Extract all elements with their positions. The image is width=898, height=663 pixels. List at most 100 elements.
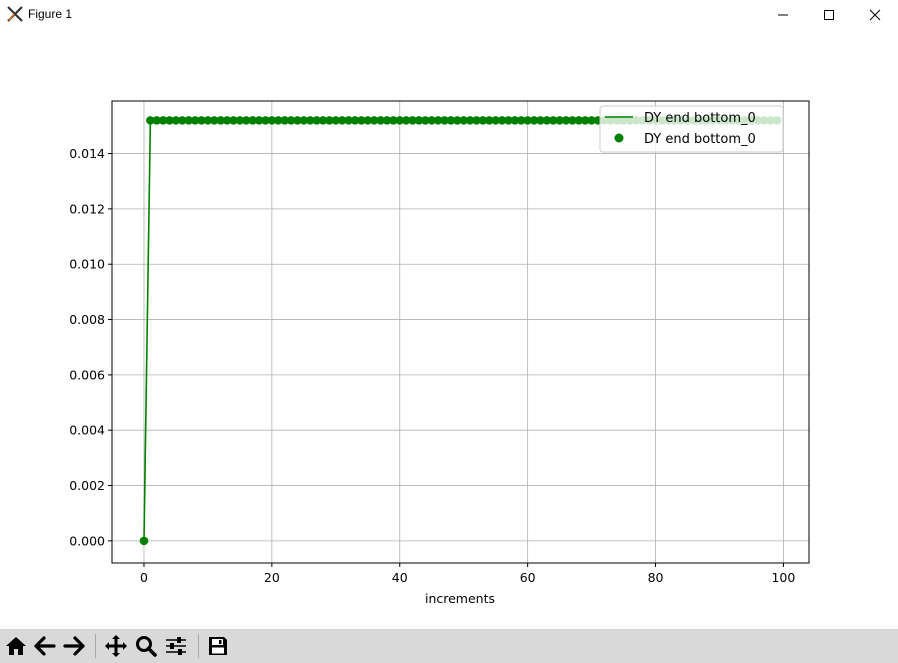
- forward-button[interactable]: [61, 632, 87, 660]
- data-point: [395, 116, 405, 125]
- data-point: [286, 116, 296, 125]
- legend-marker-swatch: [614, 133, 624, 143]
- configure-subplots-button[interactable]: [163, 632, 189, 660]
- toolbar-separator: [198, 634, 199, 658]
- tick-marks: [108, 153, 784, 567]
- data-point: [472, 116, 481, 125]
- data-point: [248, 116, 257, 125]
- data-point: [414, 116, 424, 125]
- data-point: [369, 116, 379, 125]
- y-tick-label: 0.000: [69, 533, 105, 548]
- x-tick-label: 0: [140, 570, 148, 585]
- data-point: [331, 116, 341, 125]
- data-point: [293, 116, 302, 125]
- floppy-disk-icon: [209, 637, 227, 655]
- data-point: [178, 116, 187, 125]
- data-point: [229, 116, 238, 125]
- maximize-button[interactable]: [806, 0, 852, 30]
- pan-button[interactable]: [103, 632, 129, 660]
- title-bar: Figure 1: [0, 0, 898, 30]
- legend-label-markers: DY end bottom_0: [644, 132, 756, 147]
- data-point: [408, 116, 417, 125]
- data-point: [529, 116, 539, 125]
- data-point: [312, 116, 321, 125]
- data-point: [171, 116, 181, 125]
- data-point: [203, 116, 213, 125]
- y-tick-label: 0.012: [69, 201, 105, 216]
- figure-canvas[interactable]: increments DY end bottom_0 DY end bottom…: [0, 30, 898, 629]
- data-point: [561, 116, 571, 125]
- x-tick-label: 20: [264, 570, 280, 585]
- home-button[interactable]: [3, 632, 29, 660]
- close-icon: [869, 9, 881, 21]
- data-point: [273, 116, 283, 125]
- data-point: [299, 116, 309, 125]
- data-point: [453, 116, 462, 125]
- arrow-right-icon: [63, 636, 85, 656]
- data-point: [158, 116, 168, 125]
- data-point: [427, 116, 437, 125]
- legend-box: [599, 105, 784, 153]
- y-tick-label: 0.014: [69, 146, 105, 161]
- data-point: [465, 116, 475, 125]
- data-point: [261, 116, 270, 125]
- data-point: [440, 116, 449, 125]
- data-point: [376, 116, 385, 125]
- move-icon: [105, 635, 127, 657]
- data-point: [350, 116, 360, 125]
- x-axis-label: increments: [425, 591, 495, 606]
- data-point: [504, 116, 513, 125]
- arrow-left-icon: [34, 636, 56, 656]
- data-point: [280, 116, 289, 125]
- data-point: [433, 116, 443, 125]
- data-point: [216, 116, 226, 125]
- zoom-button[interactable]: [133, 632, 159, 660]
- data-point: [516, 116, 526, 125]
- data-point: [497, 116, 507, 125]
- y-tick-label: 0.008: [69, 312, 105, 327]
- legend-label-line: DY end bottom_0: [644, 111, 756, 126]
- data-point: [523, 116, 532, 125]
- data-point: [165, 116, 174, 125]
- data-point: [235, 116, 245, 125]
- data-point: [580, 116, 590, 125]
- sliders-icon: [166, 637, 186, 655]
- legend: DY end bottom_0 DY end bottom_0: [599, 105, 784, 153]
- data-point: [401, 116, 411, 125]
- maximize-icon: [824, 10, 834, 20]
- chart: increments DY end bottom_0 DY end bottom…: [0, 30, 898, 629]
- data-point: [267, 116, 277, 125]
- data-point: [146, 116, 155, 125]
- data-point: [491, 116, 500, 125]
- minimize-button[interactable]: [760, 0, 806, 30]
- data-point: [210, 116, 219, 125]
- save-button[interactable]: [205, 632, 231, 660]
- data-point: [222, 116, 232, 125]
- home-icon: [6, 637, 26, 655]
- grid-lines: [112, 101, 809, 563]
- data-point: [548, 116, 558, 125]
- data-point: [574, 116, 584, 125]
- data-point: [363, 116, 373, 125]
- data-point: [190, 116, 200, 125]
- magnifier-icon: [136, 636, 157, 657]
- y-tick-label: 0.010: [69, 257, 105, 272]
- back-button[interactable]: [32, 632, 58, 660]
- data-point: [542, 116, 552, 125]
- data-point: [357, 116, 366, 125]
- y-tick-label: 0.006: [69, 367, 105, 382]
- toolbar-separator: [95, 634, 96, 658]
- data-point: [344, 116, 353, 125]
- x-tick-label: 80: [648, 570, 664, 585]
- data-point: [197, 116, 206, 125]
- close-button[interactable]: [852, 0, 898, 30]
- data-point: [446, 116, 456, 125]
- data-point: [536, 116, 545, 125]
- minimize-icon: [778, 14, 788, 16]
- data-point: [478, 116, 488, 125]
- data-point: [337, 116, 347, 125]
- data-point: [318, 116, 328, 125]
- x-tick-label: 60: [520, 570, 536, 585]
- data-point: [184, 116, 194, 125]
- data-point: [568, 116, 577, 125]
